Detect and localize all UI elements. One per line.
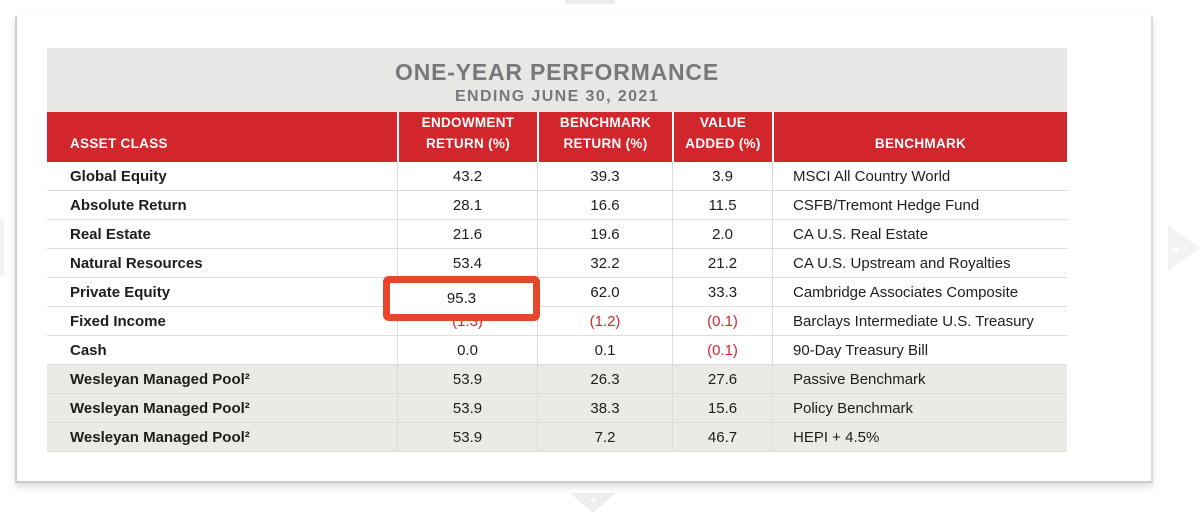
table-row: Global Equity 43.2 39.3 3.9 MSCI All Cou…: [47, 162, 1067, 191]
benchmark-cell: 90-Day Treasury Bill: [772, 336, 1067, 364]
asset-class-cell: Cash: [70, 341, 107, 359]
value-added-cell: 33.3: [672, 278, 772, 306]
table-title-band: ONE-YEAR PERFORMANCE ENDING JUNE 30, 202…: [47, 48, 1067, 112]
benchmark-return-cell: 32.2: [537, 249, 672, 277]
benchmark-cell: Policy Benchmark: [772, 394, 1067, 422]
benchmark-cell: HEPI + 4.5%: [772, 423, 1067, 451]
table-row: Natural Resources 53.4 32.2 21.2 CA U.S.…: [47, 249, 1067, 278]
table-row-private-equity: Private Equity 62.0 33.3 Cambridge Assoc…: [47, 278, 1067, 307]
endowment-return-cell: 53.9: [397, 394, 537, 422]
plus-icon: +: [589, 492, 598, 508]
benchmark-cell: CSFB/Tremont Hedge Fund: [772, 191, 1067, 219]
endowment-return-cell: 28.1: [397, 191, 537, 219]
header-asset-class: ASSET CLASS: [70, 136, 168, 151]
table-row: Wesleyan Managed Pool² 53.9 26.3 27.6 Pa…: [47, 365, 1067, 394]
asset-class-cell: Absolute Return: [70, 196, 187, 214]
value-added-cell: (0.1): [672, 336, 772, 364]
table-header-row: ASSET CLASS ENDOWMENT RETURN (%) BENCHMA…: [47, 112, 1067, 162]
asset-class-cell: Global Equity: [70, 167, 167, 185]
table-row: Fixed Income (1.3) (1.2) (0.1) Barclays …: [47, 307, 1067, 336]
benchmark-return-cell: 16.6: [537, 191, 672, 219]
header-endowment-return: ENDOWMENT RETURN (%): [397, 112, 537, 162]
benchmark-cell: MSCI All Country World: [772, 162, 1067, 190]
benchmark-return-cell: 26.3: [537, 365, 672, 393]
endowment-return-cell: 21.6: [397, 220, 537, 248]
document-card: ONE-YEAR PERFORMANCE ENDING JUNE 30, 202…: [15, 16, 1153, 483]
performance-table: ONE-YEAR PERFORMANCE ENDING JUNE 30, 202…: [47, 48, 1067, 452]
asset-class-cell: Fixed Income: [70, 312, 166, 330]
pan-right-arrow[interactable]: +: [1168, 225, 1200, 272]
table-subtitle: ENDING JUNE 30, 2021: [454, 87, 660, 105]
down-triangle-icon: [570, 493, 616, 513]
asset-class-cell: Real Estate: [70, 225, 151, 243]
table-row: Real Estate 21.6 19.6 2.0 CA U.S. Real E…: [47, 220, 1067, 249]
value-added-cell: 27.6: [672, 365, 772, 393]
right-triangle-icon: [1168, 225, 1200, 271]
asset-class-cell: Wesleyan Managed Pool²: [70, 370, 250, 388]
value-added-cell: 46.7: [672, 423, 772, 451]
value-added-cell: 2.0: [672, 220, 772, 248]
benchmark-cell: Passive Benchmark: [772, 365, 1067, 393]
benchmark-cell: Cambridge Associates Composite: [772, 278, 1067, 306]
value-added-cell: 11.5: [672, 191, 772, 219]
table-row: Absolute Return 28.1 16.6 11.5 CSFB/Trem…: [47, 191, 1067, 220]
endowment-return-cell: 53.4: [397, 249, 537, 277]
endowment-return-cell: 0.0: [397, 336, 537, 364]
asset-class-cell: Wesleyan Managed Pool²: [70, 399, 250, 417]
asset-class-cell: Private Equity: [70, 283, 171, 301]
header-value-added: VALUE ADDED (%): [672, 112, 772, 162]
benchmark-return-cell: 38.3: [537, 394, 672, 422]
benchmark-return-cell: 39.3: [537, 162, 672, 190]
plus-icon: +: [1172, 240, 1181, 257]
table-row: Cash 0.0 0.1 (0.1) 90-Day Treasury Bill: [47, 336, 1067, 365]
benchmark-return-cell: 0.1: [537, 336, 672, 364]
benchmark-cell: CA U.S. Real Estate: [772, 220, 1067, 248]
value-added-cell: 3.9: [672, 162, 772, 190]
value-added-cell: 15.6: [672, 394, 772, 422]
header-benchmark: BENCHMARK: [772, 112, 1067, 162]
scroll-up-arrow[interactable]: [565, 0, 615, 4]
asset-class-cell: Natural Resources: [70, 254, 203, 272]
benchmark-return-cell: 7.2: [537, 423, 672, 451]
table-title: ONE-YEAR PERFORMANCE: [395, 58, 719, 85]
highlight-annotation-box: 95.3: [383, 276, 540, 321]
endowment-return-cell: 43.2: [397, 162, 537, 190]
pan-left-arrow[interactable]: [0, 218, 4, 276]
value-added-cell: (0.1): [672, 307, 772, 335]
endowment-return-cell: 53.9: [397, 423, 537, 451]
benchmark-cell: CA U.S. Upstream and Royalties: [772, 249, 1067, 277]
value-added-cell: 21.2: [672, 249, 772, 277]
benchmark-return-cell: 19.6: [537, 220, 672, 248]
benchmark-return-cell: (1.2): [537, 307, 672, 335]
benchmark-cell: Barclays Intermediate U.S. Treasury: [772, 307, 1067, 335]
benchmark-return-cell: 62.0: [537, 278, 672, 306]
header-benchmark-return: BENCHMARK RETURN (%): [537, 112, 672, 162]
asset-class-cell: Wesleyan Managed Pool²: [70, 428, 250, 446]
table-row: Wesleyan Managed Pool² 53.9 7.2 46.7 HEP…: [47, 423, 1067, 452]
table-row: Wesleyan Managed Pool² 53.9 38.3 15.6 Po…: [47, 394, 1067, 423]
scroll-down-arrow[interactable]: +: [570, 493, 617, 514]
endowment-return-cell: 53.9: [397, 365, 537, 393]
